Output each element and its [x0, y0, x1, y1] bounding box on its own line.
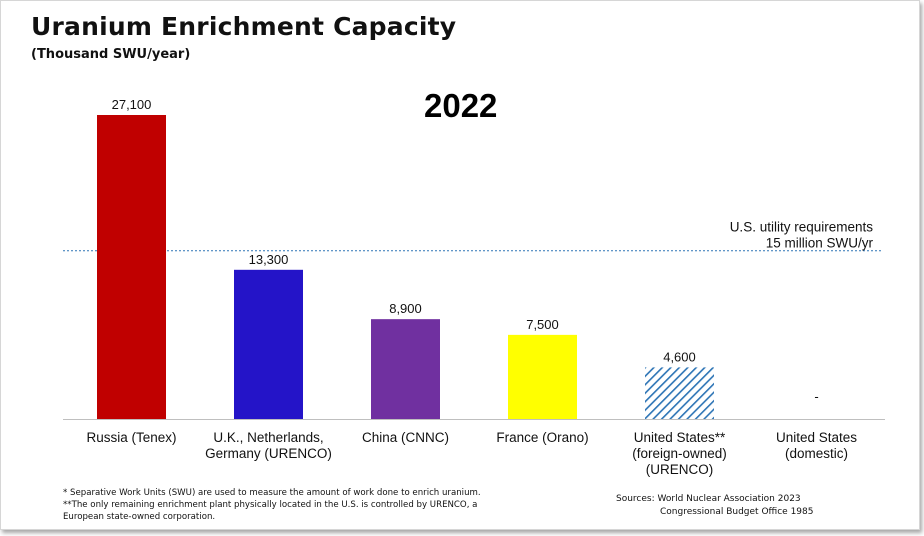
data-label-4: 4,600	[663, 349, 696, 364]
category-label-0-0: Russia (Tenex)	[86, 430, 176, 445]
data-label-1: 13,300	[249, 252, 289, 267]
reference-label-line-2: 15 million SWU/yr	[766, 236, 874, 251]
bar-1	[234, 269, 303, 419]
footnotes: * Separative Work Units (SWU) are used t…	[63, 487, 583, 523]
bar-0	[97, 115, 166, 419]
chart-title: Uranium Enrichment Capacity	[31, 12, 457, 41]
category-label-5-1: (domestic)	[785, 446, 848, 461]
data-label-3: 7,500	[526, 317, 559, 332]
data-label-0: 27,100	[112, 97, 152, 112]
reference-label-line-1: U.S. utility requirements	[730, 220, 874, 235]
sources: Sources: World Nuclear Association 2023 …	[616, 493, 813, 519]
bar-3	[508, 334, 577, 419]
category-label-4-1: (foreign-owned)	[632, 446, 727, 461]
category-label-4-2: (URENCO)	[646, 462, 714, 477]
sources-line-2: Congressional Budget Office 1985	[660, 507, 814, 517]
footnote-urenco-cont: European state-owned corporation.	[63, 512, 216, 522]
category-label-1-1: Germany (URENCO)	[205, 446, 332, 461]
category-label-4-0: United States**	[634, 430, 726, 445]
year-label: 2022	[424, 87, 498, 124]
footnote-swu: * Separative Work Units (SWU) are used t…	[63, 488, 481, 498]
category-label-3-0: France (Orano)	[496, 430, 588, 445]
bar-2	[371, 319, 440, 419]
footnote-urenco: **The only remaining enrichment plant ph…	[63, 500, 478, 510]
chart-subtitle: (Thousand SWU/year)	[31, 47, 191, 62]
sources-line-1: Sources: World Nuclear Association 2023	[616, 494, 801, 504]
category-label-5-0: United States	[776, 430, 857, 445]
data-label-2: 8,900	[389, 301, 422, 316]
data-label-5: -	[814, 389, 818, 404]
category-label-1-0: U.K., Netherlands,	[213, 430, 323, 445]
bar-4	[645, 367, 714, 419]
category-label-2-0: China (CNNC)	[362, 430, 449, 445]
